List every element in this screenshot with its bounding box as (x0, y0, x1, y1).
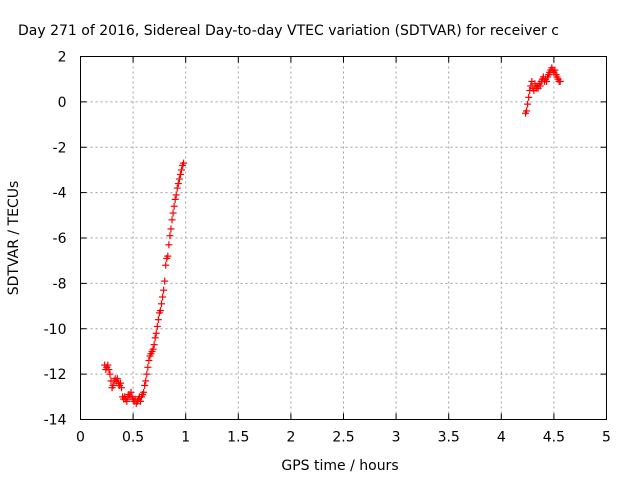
y-tick-label: 0 (58, 95, 67, 111)
data-point (556, 77, 564, 85)
grid-lines (80, 56, 607, 420)
data-point (140, 388, 148, 396)
x-tick-labels: 0 0.5 1 1.5 2 2.5 3 3.5 4 4.5 5 (76, 430, 611, 446)
x-tick-label: 2.5 (332, 430, 354, 446)
x-tick-label: 3.5 (438, 430, 460, 446)
data-point (171, 195, 179, 203)
data-point (164, 252, 172, 260)
data-point (105, 366, 113, 374)
y-tick-label: -4 (53, 186, 67, 202)
y-axis-title: SDTVAR / TECUs (6, 181, 22, 296)
chart-title: Day 271 of 2016, Sidereal Day-to-day VTE… (18, 23, 559, 39)
x-tick-label: 0.5 (122, 430, 144, 446)
y-tick-label: -6 (53, 231, 67, 247)
data-point (118, 384, 126, 392)
data-point (150, 341, 158, 349)
data-point (151, 334, 159, 342)
data-point (170, 202, 178, 210)
data-point (169, 209, 177, 217)
y-tick-labels: 2 0 -2 -4 -6 -8 -10 -12 -14 (44, 50, 67, 429)
x-tick-label: 1.5 (227, 430, 249, 446)
data-point (113, 375, 121, 383)
y-tick-label: -14 (44, 413, 67, 429)
data-point (165, 241, 173, 249)
data-point (143, 370, 151, 378)
data-point (167, 225, 175, 233)
data-point (523, 107, 531, 115)
data-point (136, 397, 144, 405)
x-tick-label: 4.5 (543, 430, 565, 446)
data-point (104, 361, 112, 369)
data-point (166, 232, 174, 240)
data-point (173, 184, 181, 192)
y-tick-label: 2 (58, 50, 67, 66)
data-point (123, 397, 131, 405)
x-tick-label: 0 (76, 430, 85, 446)
data-point (162, 261, 170, 269)
data-point (551, 66, 559, 74)
data-point (142, 377, 150, 385)
data-point (145, 357, 153, 365)
data-point (174, 180, 182, 188)
data-point (149, 345, 157, 353)
data-point (160, 286, 168, 294)
data-point (543, 77, 551, 85)
data-point (116, 379, 124, 387)
y-tick-label: -12 (44, 367, 67, 383)
data-point (144, 363, 152, 371)
data-point (152, 329, 160, 337)
data-point (158, 300, 166, 308)
data-points (101, 64, 564, 408)
data-point (127, 388, 135, 396)
x-axis-title: GPS time / hours (281, 458, 398, 474)
data-point (175, 175, 183, 183)
x-tick-label: 1 (181, 430, 190, 446)
data-point (106, 370, 114, 378)
plot-frame (80, 56, 607, 420)
data-point (172, 191, 180, 199)
data-point (161, 277, 169, 285)
data-point (536, 82, 544, 90)
data-point (168, 216, 176, 224)
data-point (109, 381, 117, 389)
data-point (154, 316, 162, 324)
data-point (153, 322, 161, 330)
x-tick-label: 3 (392, 430, 401, 446)
data-point (159, 293, 167, 301)
data-point (180, 159, 188, 167)
y-tick-label: -2 (53, 140, 67, 156)
data-point (525, 93, 533, 101)
data-point (176, 170, 184, 178)
data-point (156, 307, 164, 315)
x-tick-label: 2 (286, 430, 295, 446)
x-tick-label: 4 (497, 430, 506, 446)
data-point (177, 166, 185, 174)
data-point (524, 100, 532, 108)
data-point (141, 381, 149, 389)
y-tick-label: -8 (53, 276, 67, 292)
y-tick-label: -10 (44, 322, 67, 338)
x-tick-label: 5 (602, 430, 611, 446)
